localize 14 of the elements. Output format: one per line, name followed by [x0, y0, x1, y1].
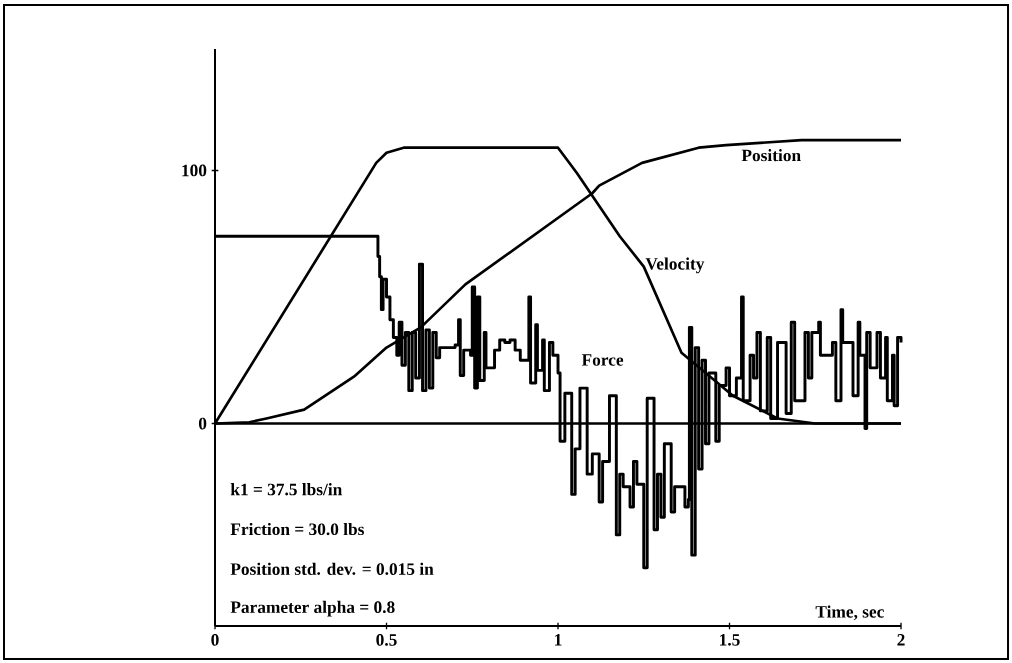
x-tick-label: 0.5 — [376, 634, 397, 646]
annotation: Friction = 30.0 lbs — [230, 522, 364, 536]
annotation: Parameter alpha = 0.8 — [230, 600, 395, 617]
series-label: Force — [581, 354, 624, 366]
x-axis-title: Time, sec — [815, 605, 884, 621]
series-label: Velocity — [645, 257, 705, 274]
x-tick-label: 0 — [211, 634, 219, 646]
series-label: Position — [741, 149, 801, 162]
x-tick-label: 1 — [555, 634, 562, 646]
x-tick-label: 2 — [897, 634, 905, 646]
annotation: Position std. dev. = 0.015 in — [230, 562, 434, 576]
x-tick-label: 1.5 — [720, 634, 740, 646]
annotation: k1 = 37.5 lbs/in — [230, 483, 343, 496]
y-tick-label: 100 — [182, 164, 207, 177]
